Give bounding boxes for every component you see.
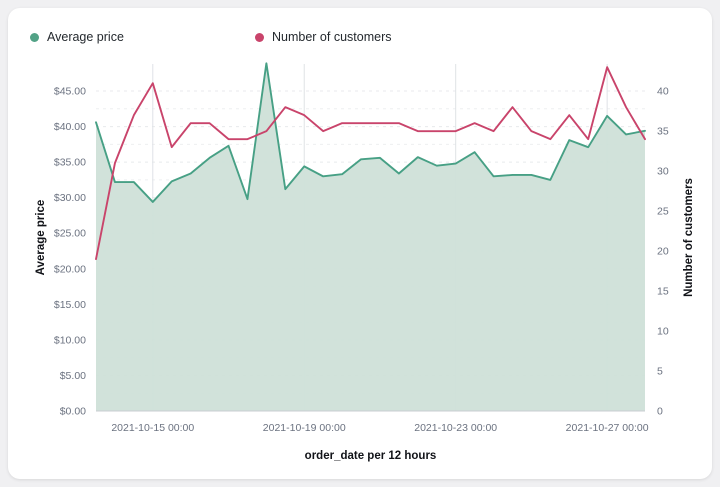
y-axis-left-tick-label: $5.00 — [60, 370, 86, 382]
y-axis-left-tick-label: $30.00 — [54, 192, 86, 204]
y-axis-left-title: Average price — [35, 200, 47, 276]
y-axis-right-tick-label: 20 — [657, 246, 669, 258]
y-axis-left-tick-label: $10.00 — [54, 334, 86, 346]
x-axis-tick-label: 2021-10-15 00:00 — [111, 422, 194, 434]
y-axis-right-tick-label: 5 — [657, 366, 663, 378]
line-series-number-of-customers — [95, 66, 646, 261]
y-axis-right-tick-label: 40 — [657, 86, 669, 98]
x-axis-tick-label: 2021-10-27 00:00 — [566, 422, 649, 434]
y-axis-left-tick-label: $0.00 — [60, 406, 86, 418]
area-series-layer — [96, 63, 645, 411]
y-axis-left-tick-label: $15.00 — [54, 299, 86, 311]
chart-plot-area: $0.00 $5.00 $10.00 $15.00 $20.00 $25.00 $30.00… — [8, 8, 712, 479]
legend-item-average-price[interactable]: Average price — [30, 30, 255, 44]
y-axis-right-tick-label: 15 — [657, 286, 669, 298]
axis-label-layer: $0.00 $5.00 $10.00 $15.00 $20.00 $25.00 $30.00… — [35, 86, 695, 462]
legend-item-number-of-customers[interactable]: Number of customers — [255, 30, 391, 44]
legend-label-average-price: Average price — [47, 30, 124, 44]
y-axis-right-tick-label: 35 — [657, 126, 669, 138]
y-axis-right-tick-label: 0 — [657, 406, 663, 418]
y-axis-left-tick-label: $40.00 — [54, 121, 86, 133]
y-axis-right-tick-label: 30 — [657, 166, 669, 178]
y-axis-right-title: Number of customers — [683, 178, 695, 297]
x-axis-tick-label: 2021-10-19 00:00 — [263, 422, 346, 434]
y-axis-left-tick-label: $35.00 — [54, 157, 86, 169]
y-axis-left-tick-label: $45.00 — [54, 86, 86, 98]
chart-legend: Average price Number of customers — [30, 30, 391, 44]
line-series-average-price — [95, 62, 646, 203]
legend-dot-icon — [30, 32, 39, 42]
y-axis-left-tick-label: $20.00 — [54, 263, 86, 275]
chart-card: Average price Number of customers $0.00 $… — [8, 8, 712, 479]
legend-label-number-of-customers: Number of customers — [272, 30, 392, 44]
area-series-average-price — [96, 63, 645, 411]
line-series-layer — [95, 62, 646, 261]
y-axis-right-tick-label: 25 — [657, 206, 669, 218]
y-axis-left-tick-label: $25.00 — [54, 228, 86, 240]
legend-dot-icon — [255, 32, 264, 42]
x-axis-tick-label: 2021-10-23 00:00 — [414, 422, 497, 434]
y-axis-right-tick-label: 10 — [657, 326, 669, 338]
dual-axis-area-line-chart: $0.00 $5.00 $10.00 $15.00 $20.00 $25.00 $30.00… — [35, 62, 695, 462]
x-axis-title: order_date per 12 hours — [305, 450, 437, 462]
